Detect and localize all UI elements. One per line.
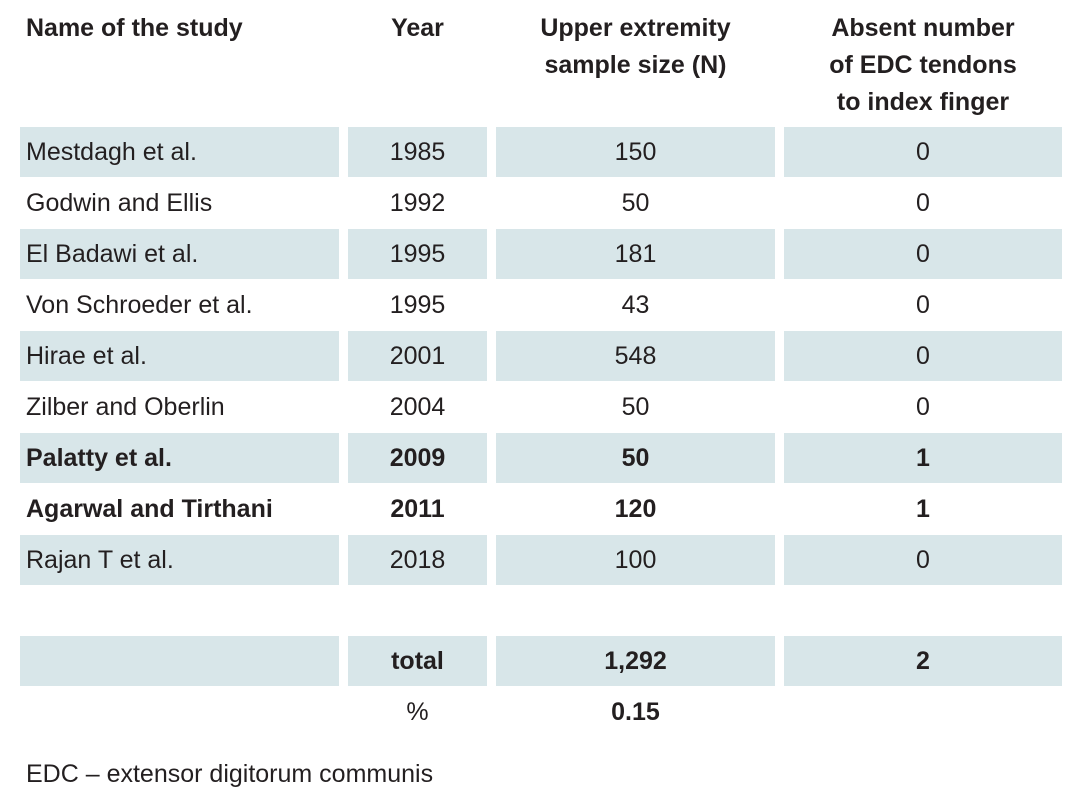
table-row: Hirae et al. 2001 548 0 bbox=[0, 331, 1071, 381]
percent-label: % bbox=[406, 697, 429, 726]
cell-absent-count: 1 bbox=[916, 494, 930, 523]
header-sample-line-2: sample size (N) bbox=[544, 51, 727, 79]
total-sample-size: 1,292 bbox=[496, 636, 775, 686]
cell-sample-size: 50 bbox=[621, 188, 650, 217]
cell-year: 1995 bbox=[348, 229, 487, 279]
header-absent-line-1: Absent number bbox=[831, 14, 1015, 42]
total-row: total 1,292 2 bbox=[0, 636, 1071, 686]
table-row: Palatty et al. 2009 50 1 bbox=[0, 433, 1071, 483]
header-absent-tendons: Absent number of EDC tendons to index fi… bbox=[784, 10, 1062, 121]
cell-year: 2001 bbox=[348, 331, 487, 381]
table-row: Rajan T et al. 2018 100 0 bbox=[0, 535, 1071, 585]
cell-sample-size: 120 bbox=[614, 494, 657, 523]
cell-year: 1992 bbox=[389, 188, 446, 217]
cell-absent-count: 0 bbox=[784, 535, 1062, 585]
cell-study-name: Godwin and Ellis bbox=[26, 188, 213, 217]
cell-study-name: Zilber and Oberlin bbox=[26, 392, 225, 421]
header-sample-size: Upper extremity sample size (N) bbox=[496, 10, 775, 84]
cell-study-name: Mestdagh et al. bbox=[20, 127, 339, 177]
cell-absent-count: 1 bbox=[784, 433, 1062, 483]
cell-sample-size: 150 bbox=[496, 127, 775, 177]
cell-year: 2011 bbox=[390, 494, 445, 523]
total-label: total bbox=[348, 636, 487, 686]
cell-absent-count: 0 bbox=[784, 127, 1062, 177]
cell-year: 2009 bbox=[348, 433, 487, 483]
cell-study-name: Von Schroeder et al. bbox=[26, 290, 253, 319]
cell-study-name: Rajan T et al. bbox=[20, 535, 339, 585]
header-sample-line-1: Upper extremity bbox=[540, 14, 731, 42]
footnote: EDC – extensor digitorum communis bbox=[26, 760, 434, 788]
percent-value: 0.15 bbox=[611, 697, 660, 726]
cell-year: 2004 bbox=[389, 392, 446, 421]
cell-year: 1995 bbox=[389, 290, 446, 319]
cell-absent-count: 0 bbox=[916, 290, 930, 319]
cell-empty bbox=[20, 636, 339, 686]
table-row: Agarwal and Tirthani 2011 120 1 bbox=[0, 484, 1071, 534]
cell-absent-count: 0 bbox=[784, 229, 1062, 279]
table-row: El Badawi et al. 1995 181 0 bbox=[0, 229, 1071, 279]
cell-sample-size: 50 bbox=[621, 392, 650, 421]
cell-sample-size: 50 bbox=[496, 433, 775, 483]
cell-absent-count: 0 bbox=[916, 392, 930, 421]
cell-absent-count: 0 bbox=[916, 188, 930, 217]
cell-study-name: El Badawi et al. bbox=[20, 229, 339, 279]
header-absent-line-2: of EDC tendons bbox=[829, 51, 1017, 79]
total-absent-count: 2 bbox=[784, 636, 1062, 686]
cell-year: 2018 bbox=[348, 535, 487, 585]
cell-absent-count: 0 bbox=[784, 331, 1062, 381]
table-row: Zilber and Oberlin 2004 50 0 bbox=[0, 382, 1071, 432]
percent-row: % 0.15 bbox=[0, 687, 1071, 737]
cell-study-name: Palatty et al. bbox=[20, 433, 339, 483]
cell-study-name: Agarwal and Tirthani bbox=[26, 494, 273, 523]
table-row: Mestdagh et al. 1985 150 0 bbox=[0, 127, 1071, 177]
cell-year: 1985 bbox=[348, 127, 487, 177]
cell-study-name: Hirae et al. bbox=[20, 331, 339, 381]
header-study-name: Name of the study bbox=[26, 14, 243, 42]
cell-sample-size: 100 bbox=[496, 535, 775, 585]
header-year: Year bbox=[391, 14, 444, 42]
cell-sample-size: 548 bbox=[496, 331, 775, 381]
table-row: Godwin and Ellis 1992 50 0 bbox=[0, 178, 1071, 228]
cell-sample-size: 181 bbox=[496, 229, 775, 279]
cell-sample-size: 43 bbox=[621, 290, 650, 319]
table-row: Von Schroeder et al. 1995 43 0 bbox=[0, 280, 1071, 330]
header-absent-line-3: to index finger bbox=[836, 88, 1010, 116]
